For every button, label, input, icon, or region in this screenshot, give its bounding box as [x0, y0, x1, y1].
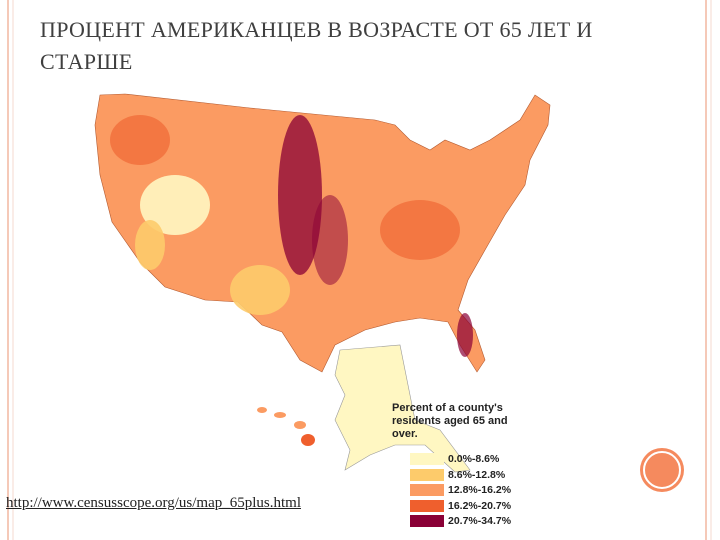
hawaii	[274, 412, 286, 418]
map-patch	[110, 115, 170, 165]
map-patch	[140, 175, 210, 235]
legend-title: Percent of a county's residents aged 65 …	[392, 402, 508, 440]
map-patch	[380, 200, 460, 260]
alaska	[334, 344, 471, 473]
legend-swatch	[410, 484, 444, 496]
legend-swatch	[410, 515, 444, 527]
legend-label: 12.8%-16.2%	[448, 484, 512, 496]
hawaii	[257, 407, 267, 413]
decor-circle	[640, 448, 684, 492]
legend-swatch	[410, 468, 444, 481]
legend-label: 8.6%-12.8%	[448, 468, 506, 481]
map-patch	[278, 115, 322, 275]
map-patch	[312, 195, 348, 285]
hawaii	[301, 434, 315, 446]
map-patch	[230, 265, 290, 315]
slide-title: ПРОЦЕНТ АМЕРИКАНЦЕВ В ВОЗРАСТЕ ОТ 65 ЛЕТ…	[40, 17, 593, 74]
map-patch	[457, 313, 473, 357]
legend-label: 16.2%-20.7%	[448, 499, 512, 512]
map-patch	[135, 220, 165, 270]
us-map	[94, 93, 551, 473]
legend-swatch	[410, 499, 444, 512]
decor-ring	[643, 451, 681, 489]
source-link[interactable]: http://www.censusscope.org/us/map_65plus…	[6, 495, 301, 511]
legend-swatch	[410, 453, 444, 465]
hawaii	[294, 421, 306, 429]
legend-label: 0.0%-8.6%	[448, 453, 500, 465]
legend-label: 20.7%-34.7%	[448, 515, 512, 527]
